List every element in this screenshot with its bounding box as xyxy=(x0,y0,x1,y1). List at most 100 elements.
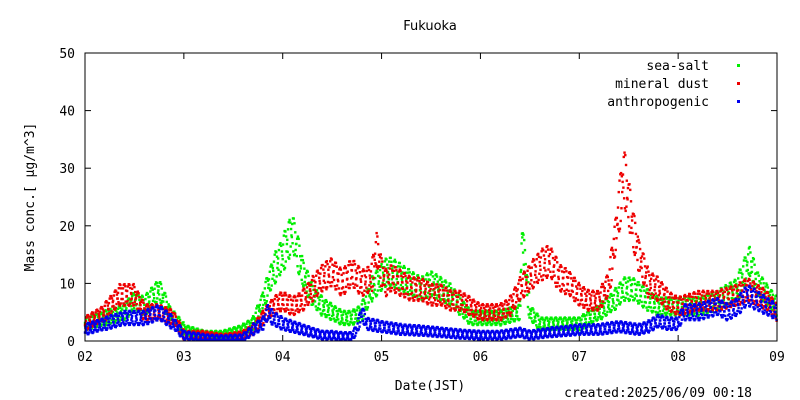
data-point xyxy=(465,300,469,303)
data-point xyxy=(458,309,462,312)
data-point xyxy=(630,289,633,293)
data-point xyxy=(146,303,149,306)
data-point xyxy=(423,284,426,287)
data-point xyxy=(278,322,281,326)
data-point xyxy=(460,299,464,302)
data-point xyxy=(530,279,533,282)
data-point xyxy=(261,309,265,313)
data-point xyxy=(370,326,373,329)
data-point xyxy=(535,258,538,261)
data-point xyxy=(716,289,719,293)
data-point xyxy=(462,300,465,304)
data-point xyxy=(585,303,589,307)
data-point xyxy=(450,299,453,303)
data-point xyxy=(364,301,367,305)
data-point xyxy=(372,317,375,321)
data-point xyxy=(542,254,546,257)
data-point xyxy=(332,308,335,311)
data-point xyxy=(510,311,513,314)
data-point xyxy=(763,292,766,296)
data-point xyxy=(419,287,422,290)
data-point xyxy=(656,298,660,301)
data-point xyxy=(447,331,451,334)
data-point xyxy=(296,235,300,238)
data-point xyxy=(452,332,455,335)
data-point xyxy=(510,335,514,338)
data-point xyxy=(165,310,168,313)
data-point xyxy=(387,266,390,270)
data-point xyxy=(367,287,370,291)
data-point xyxy=(415,330,419,333)
data-point xyxy=(479,306,483,310)
data-point xyxy=(605,276,608,279)
data-point xyxy=(564,266,567,270)
data-point xyxy=(386,322,390,326)
data-point xyxy=(547,268,550,271)
data-point xyxy=(482,337,486,341)
data-point xyxy=(616,222,619,226)
data-point xyxy=(296,328,299,331)
data-point xyxy=(634,251,637,255)
data-point xyxy=(313,284,317,288)
data-point xyxy=(285,328,288,331)
data-point xyxy=(638,299,641,302)
data-point xyxy=(122,302,125,305)
data-point xyxy=(241,335,244,339)
data-point xyxy=(656,311,660,314)
data-point xyxy=(525,274,529,277)
data-point xyxy=(88,319,92,322)
data-point xyxy=(438,288,441,292)
data-point xyxy=(438,296,441,299)
data-point xyxy=(197,332,201,335)
data-point xyxy=(287,328,291,332)
data-point xyxy=(760,276,764,279)
data-point xyxy=(119,309,123,313)
data-point xyxy=(540,275,543,278)
data-point xyxy=(663,311,667,315)
data-point xyxy=(302,309,305,312)
data-point xyxy=(546,248,550,251)
data-point xyxy=(173,328,176,331)
data-point xyxy=(391,281,394,285)
data-point xyxy=(478,331,482,334)
data-point xyxy=(124,308,128,311)
data-point xyxy=(414,331,417,335)
data-point xyxy=(442,293,446,296)
data-point xyxy=(149,317,152,320)
data-point xyxy=(401,328,405,331)
data-point xyxy=(404,283,408,286)
data-point xyxy=(494,332,497,335)
data-point xyxy=(121,297,124,301)
data-point xyxy=(464,330,468,333)
data-point xyxy=(268,316,272,320)
data-point xyxy=(340,331,343,334)
data-point xyxy=(488,312,492,316)
data-point xyxy=(283,266,287,270)
data-point xyxy=(321,338,325,341)
data-point xyxy=(273,308,276,311)
data-point xyxy=(360,285,363,289)
data-point xyxy=(311,284,314,288)
data-point xyxy=(528,308,532,311)
data-point xyxy=(535,324,538,327)
data-point xyxy=(345,338,348,342)
data-point xyxy=(399,269,402,273)
data-point xyxy=(521,277,524,281)
data-point xyxy=(272,269,275,273)
data-point xyxy=(392,325,396,328)
data-point xyxy=(395,322,398,325)
data-point xyxy=(391,269,394,272)
data-point xyxy=(87,326,90,330)
data-point xyxy=(350,313,354,316)
data-point xyxy=(372,291,375,294)
data-point xyxy=(144,297,147,301)
data-point xyxy=(195,333,198,337)
data-point xyxy=(374,262,377,265)
data-point xyxy=(586,307,589,311)
data-point xyxy=(109,321,113,324)
data-point xyxy=(125,307,128,310)
data-point xyxy=(84,319,87,323)
data-point xyxy=(476,316,479,320)
data-point xyxy=(279,314,283,318)
data-point xyxy=(338,308,342,311)
